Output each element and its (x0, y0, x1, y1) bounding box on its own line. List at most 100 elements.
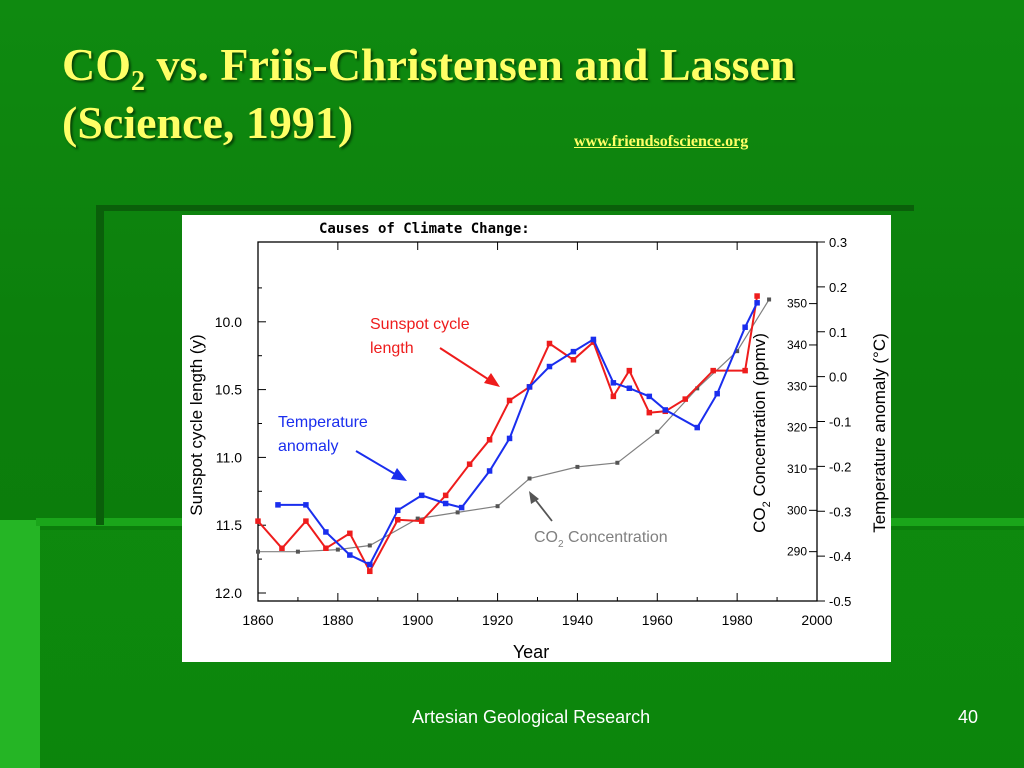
series-point-co2 (455, 510, 460, 515)
annotation-co2-label: CO2 Concentration (534, 529, 668, 550)
left-tick-label: 10.0 (215, 314, 242, 330)
series-point-temperature (303, 502, 309, 508)
series-line-sunspot (257, 295, 759, 574)
annotation-sunspot-line1: Sunspot cycle (370, 316, 470, 333)
decorative-bar-left (0, 520, 40, 768)
series-point-co2 (527, 476, 532, 481)
series-point-co2 (335, 547, 340, 552)
annotation-temperature-arrowhead (391, 468, 407, 481)
series-point-sunspot (626, 367, 633, 374)
series-point-temperature (275, 502, 281, 508)
annotation-sunspot: Sunspot cycle length (370, 316, 500, 387)
annotation-co2-arrow (533, 497, 553, 522)
annotation-temperature-arrow (355, 450, 401, 478)
right-axis-label: Temperature anomaly (°C) (870, 333, 889, 533)
series-point-co2 (495, 504, 500, 509)
x-tick-label: 1960 (642, 612, 673, 628)
right-tick-label: 0.0 (829, 370, 847, 385)
x-tick-label: 1940 (562, 612, 593, 628)
left-tick-label: 10.5 (215, 382, 242, 398)
right-tick-label: 0.1 (829, 325, 847, 340)
series-point-sunspot (279, 545, 285, 552)
co2-tick-label: 290 (787, 545, 807, 559)
co2-tick-label: 320 (787, 421, 807, 435)
title-subscript: 2 (131, 66, 145, 97)
series-point-co2 (735, 349, 740, 354)
series-point-temperature (714, 390, 720, 397)
series-point-sunspot (323, 545, 329, 552)
series-point-co2 (256, 549, 260, 554)
decorative-shadow-vertical (96, 205, 104, 525)
series-point-temperature (526, 384, 533, 390)
series-point-temperature (570, 348, 577, 355)
right-tick-label: -0.2 (829, 459, 851, 474)
chart-svg: Causes of Climate Change: 1860 1880 1900 19… (187, 221, 889, 662)
right-tick-label: -0.4 (829, 549, 851, 564)
series-point-temperature (486, 468, 493, 474)
right-tick-label: -0.3 (829, 504, 851, 519)
series-layer (255, 293, 772, 575)
x-tick-label: 1920 (482, 612, 513, 628)
series-point-co2 (415, 516, 420, 521)
series-point-co2 (367, 543, 372, 548)
right-tick-label: -0.1 (829, 415, 851, 430)
series-point-sunspot (442, 492, 449, 499)
slide-title: CO2 vs. Friis-Christensen and Lassen (Sc… (62, 36, 1002, 152)
x-tick-label: 1900 (402, 612, 433, 628)
series-point-sunspot (255, 518, 261, 524)
chart-title: Causes of Climate Change: (319, 221, 530, 237)
right-tick-label: 0.2 (829, 280, 847, 295)
series-point-sunspot (418, 518, 425, 524)
series-point-temperature (442, 500, 449, 507)
axes-layer: 1860 1880 1900 1920 1940 1960 1980 2000 10.0 10.5… (215, 235, 852, 628)
x-tick-label: 2000 (801, 612, 832, 628)
co2-tick-label: 330 (787, 379, 807, 393)
series-point-sunspot (546, 340, 553, 347)
series-point-sunspot (570, 357, 577, 363)
annotation-temperature-line2: anomaly (278, 438, 338, 455)
series-point-co2 (575, 464, 580, 469)
annotation-temperature: Temperature anomaly (278, 414, 407, 481)
annotation-sunspot-arrowhead (484, 373, 500, 387)
annotation-co2-arrowhead (529, 491, 539, 504)
page-number: 40 (958, 707, 979, 727)
co2-axis-label-rest: Concentration (ppmv) (750, 333, 769, 501)
series-point-sunspot (610, 393, 617, 400)
series-point-sunspot (646, 409, 653, 416)
series-point-temperature (347, 552, 353, 558)
chart-panel: Causes of Climate Change: 1860 1880 1900 19… (182, 215, 891, 662)
title-line1-rest: vs. Friis-Christensen and Lassen (145, 39, 796, 90)
annotation-sunspot-line2: length (370, 340, 414, 357)
right-tick-label: -0.5 (829, 594, 851, 609)
series-point-sunspot (347, 530, 353, 537)
series-point-sunspot (395, 517, 401, 523)
series-point-temperature (742, 324, 748, 330)
co2-tick-label: 310 (787, 462, 807, 476)
series-point-temperature (367, 561, 373, 568)
right-tick-label: 0.3 (829, 235, 847, 250)
co2-axis-label: CO2 Concentration (ppmv) (750, 333, 773, 533)
series-point-sunspot (682, 396, 688, 402)
series-point-temperature (694, 424, 700, 431)
series-point-sunspot (303, 518, 309, 524)
annotation-co2-rest: Concentration (564, 529, 668, 546)
annotation-co2: CO2 Concentration (529, 491, 668, 550)
co2-axis-label-prefix: CO (750, 507, 769, 533)
series-point-temperature (646, 393, 653, 400)
title-co-text: CO (62, 39, 131, 90)
series-point-temperature (395, 507, 401, 514)
series-point-sunspot (710, 367, 716, 374)
annotation-sunspot-arrow (439, 347, 495, 384)
co2-tick-label: 350 (787, 297, 807, 311)
title-line2: (Science, 1991) (62, 97, 354, 148)
annotation-co2-prefix: CO (534, 529, 558, 546)
x-tick-label: 1880 (322, 612, 353, 628)
x-tick-label: 1860 (242, 612, 273, 628)
source-link[interactable]: www.friendsofscience.org (574, 133, 749, 150)
x-tick-label: 1980 (722, 612, 753, 628)
series-point-temperature (458, 504, 465, 511)
footer-text: Artesian Geological Research (412, 707, 651, 727)
series-point-temperature (506, 435, 513, 442)
co2-tick-label: 340 (787, 338, 807, 352)
series-point-co2 (295, 549, 300, 554)
